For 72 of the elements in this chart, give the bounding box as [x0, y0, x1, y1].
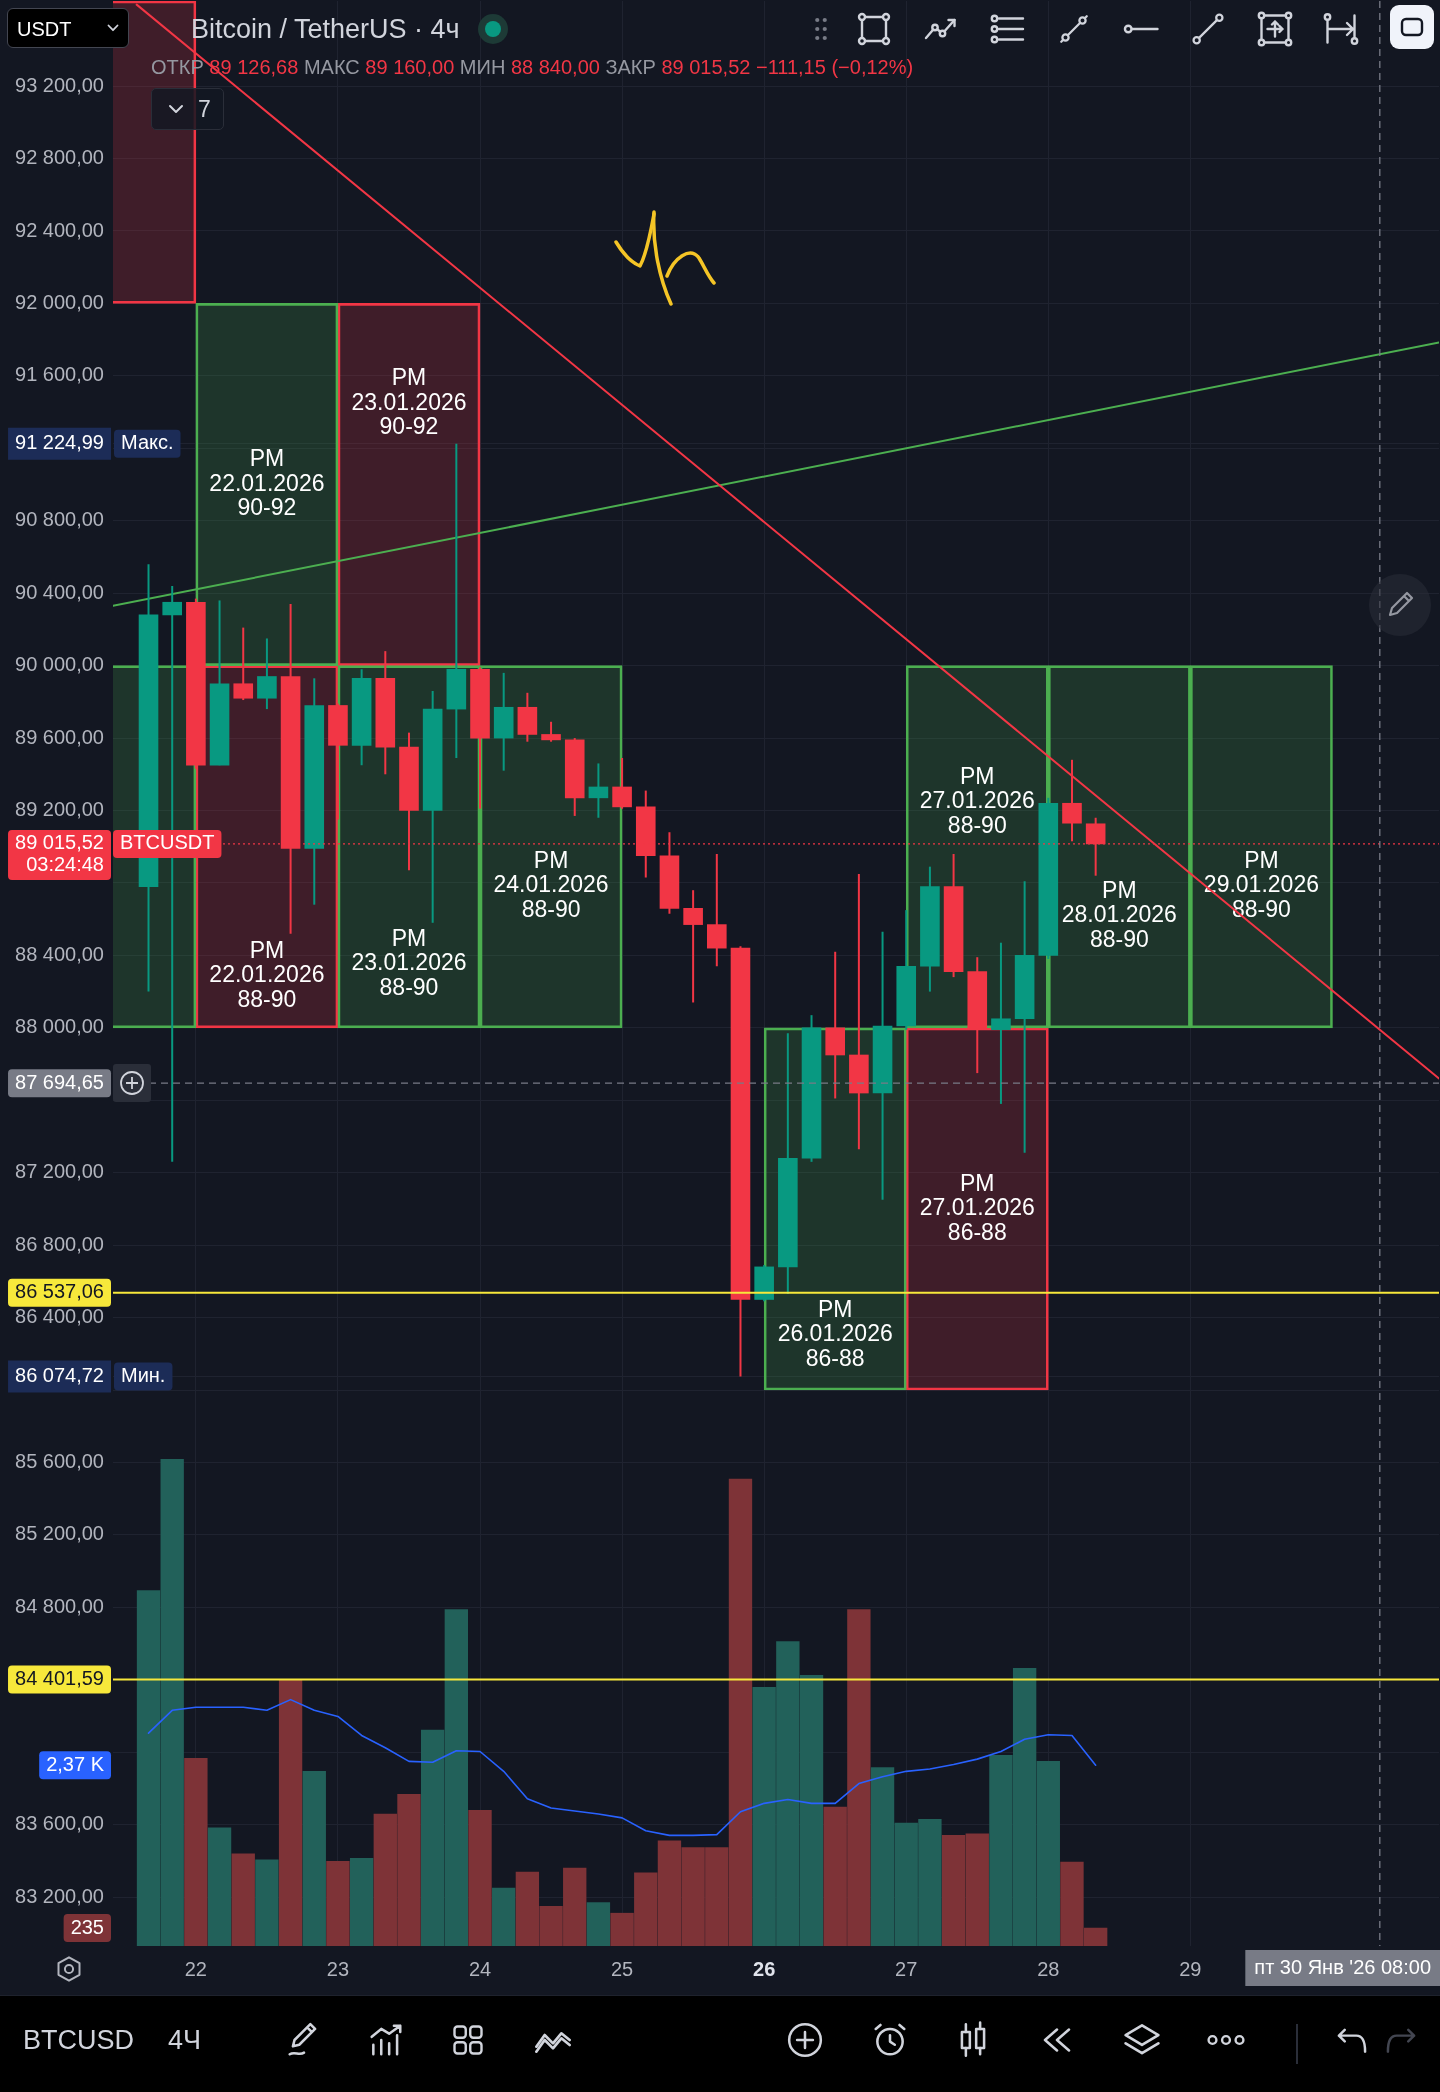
y-tick-label: 92 800,00 [15, 146, 104, 169]
candlestick [991, 941, 1011, 1105]
x-tick-label: 24 [468, 1957, 492, 1980]
y-tick-label: 92 000,00 [15, 290, 104, 313]
bar [231, 1853, 255, 1946]
ref-line-label: 89 015,52 03:24:48 [15, 831, 104, 876]
collapse-button: 7 [151, 88, 224, 130]
y-tick-label: 85 600,00 [15, 1449, 104, 1472]
y-tick-label: 83 600,00 [15, 1812, 104, 1835]
x-tick-label: 26 [753, 1957, 776, 1980]
y-tick-label: 90 800,00 [15, 508, 104, 531]
bar [349, 1857, 374, 1946]
y-tick-label: 88 400,00 [15, 942, 104, 965]
annotation: BTCUSDT [119, 831, 215, 854]
bar [326, 1861, 350, 1946]
y-tick-label: 89 600,00 [15, 725, 104, 748]
bar [255, 1859, 279, 1946]
bar [184, 1758, 208, 1946]
bar [302, 1771, 326, 1946]
y-tick-label: 86 400,00 [15, 1305, 104, 1328]
candlestick [612, 756, 632, 810]
y-tick-label: 89 200,00 [15, 798, 104, 821]
candlestick [1062, 758, 1082, 843]
annotation: Макс. [120, 431, 174, 454]
data-label: PM 24.01.2026 88-90 [493, 846, 609, 922]
y2-tick-label: 235 [70, 1915, 104, 1938]
x-tick-label: 28 [1037, 1957, 1060, 1980]
bar [207, 1827, 232, 1946]
x-tick-label: 27 [895, 1957, 918, 1980]
ref-line-label: 87 694,65 [15, 1070, 104, 1093]
y-tick-label: 87 200,00 [15, 1160, 104, 1183]
data-label: PM 23.01.2026 88-90 [351, 924, 467, 1000]
ref-line-label: пт 30 Янв '26 08:00 [1254, 1955, 1432, 1978]
annotation: Мин. [121, 1364, 166, 1387]
bar [586, 1902, 611, 1946]
x-tick-label: 25 [610, 1957, 634, 1980]
bar [278, 1679, 303, 1946]
data-label: PM 28.01.2026 88-90 [1061, 876, 1177, 952]
data-label: PM 27.01.2026 88-90 [919, 762, 1035, 838]
data-label: PM 29.01.2026 88-90 [1203, 846, 1319, 922]
data-label: PM 27.01.2026 86-88 [919, 1169, 1035, 1245]
ref-line-label: 86 537,06 [15, 1280, 104, 1303]
data-label: PM 23.01.2026 90-92 [351, 364, 467, 440]
y-tick-label: 93 200,00 [15, 73, 104, 96]
y-tick-label: 85 200,00 [15, 1522, 104, 1545]
y-tick-label: 86 074,72 [15, 1364, 104, 1387]
y-tick-label: 83 200,00 [15, 1884, 104, 1907]
y-tick-label: 90 000,00 [15, 653, 104, 676]
x-tick-label: 22 [184, 1957, 207, 1980]
y-tick-label: 86 800,00 [15, 1232, 104, 1255]
y-tick-label: 90 400,00 [15, 580, 104, 603]
bar [468, 1809, 492, 1946]
y-tick-label: 88 000,00 [15, 1015, 104, 1038]
bottom-toolbar: BTCUSD 4Ч [0, 1995, 1440, 2092]
ref-line-label: 84 401,59 [15, 1667, 104, 1690]
data-label: PM 22.01.2026 90-92 [209, 445, 325, 521]
x-tick-label: 23 [326, 1957, 350, 1980]
y-tick-label: 92 400,00 [15, 218, 104, 241]
y-tick-label: 91 600,00 [15, 363, 104, 386]
data-label: PM 26.01.2026 86-88 [777, 1295, 893, 1371]
bar [492, 1887, 516, 1946]
candlestick [588, 762, 609, 819]
currency-dropdown: USDT [7, 8, 129, 48]
data-label: PM 22.01.2026 88-90 [209, 936, 325, 1012]
candlestick [541, 720, 561, 743]
y2-tick-label: 2,37 K [46, 1752, 105, 1775]
candlestick [683, 889, 703, 1004]
annotation: 7 [198, 96, 211, 122]
x-tick-label: 29 [1179, 1957, 1202, 1980]
candlestick [257, 637, 277, 711]
y-tick-label: 84 800,00 [15, 1594, 104, 1617]
y-tick-label: 91 224,99 [15, 431, 104, 454]
